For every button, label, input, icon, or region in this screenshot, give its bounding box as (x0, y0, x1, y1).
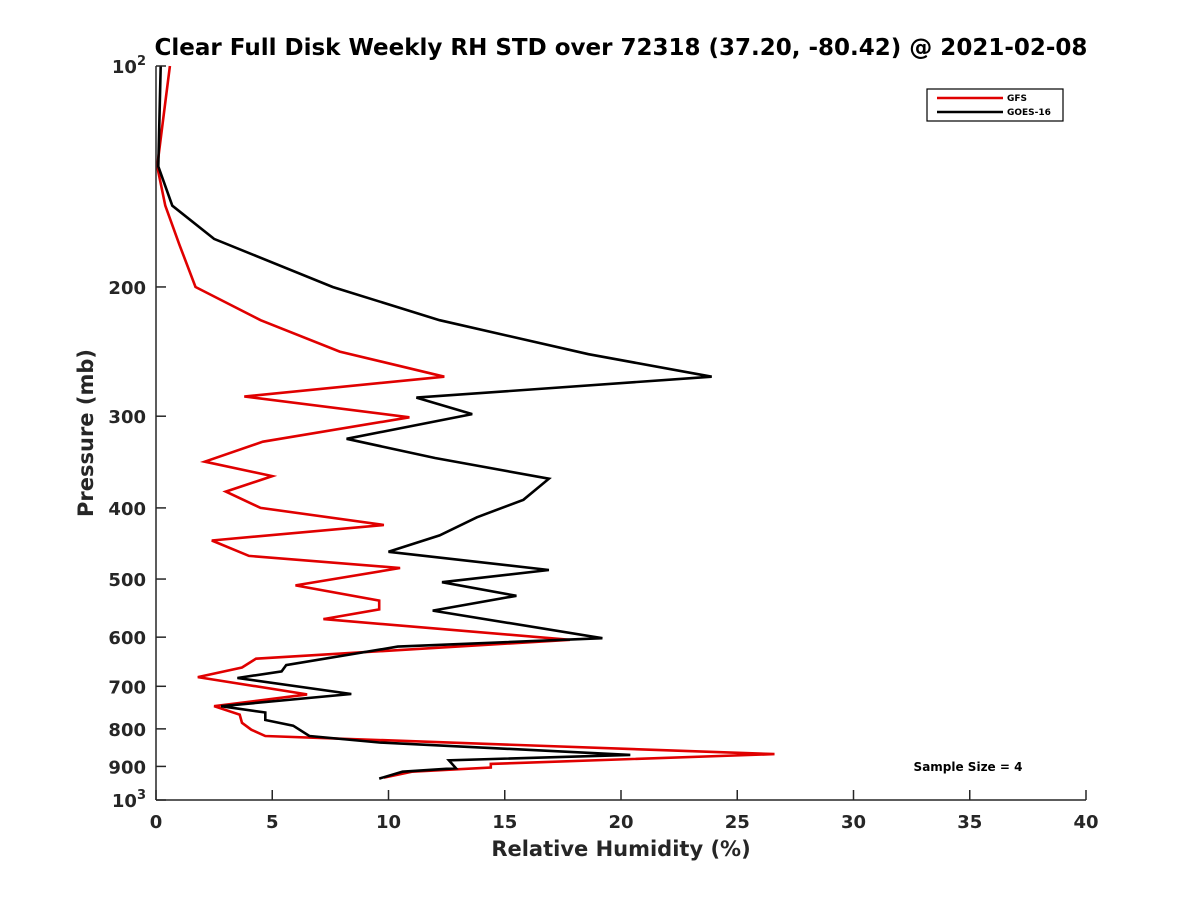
y-tick-label: 400 (108, 499, 146, 520)
x-tick-label: 20 (608, 812, 633, 833)
axes: 0 5 10 15 20 25 30 35 40 102 200 300 400 500 600 700 800… (108, 54, 1098, 833)
x-tick-label: 15 (492, 812, 517, 833)
legend-label: GOES-16 (1007, 108, 1051, 118)
y-tick-label: 700 (108, 677, 146, 698)
x-tick-label: 30 (841, 812, 866, 833)
y-tick-label: 102 (112, 54, 146, 78)
series-line-goes-16 (156, 65, 712, 780)
y-tick-label: 200 (108, 278, 146, 299)
x-axis-title: Relative Humidity (%) (491, 837, 750, 861)
plot-lines (155, 65, 775, 780)
y-tick-label: 800 (108, 720, 146, 741)
x-tick-label: 35 (957, 812, 982, 833)
legend-label: GFS (1007, 94, 1027, 104)
x-tick-label: 40 (1073, 812, 1098, 833)
y-tick-label: 600 (108, 628, 146, 649)
x-tick-label: 5 (266, 812, 279, 833)
y-axis-title: Pressure (mb) (74, 349, 98, 517)
y-tick-label: 103 (112, 788, 146, 812)
sample-size-annotation: Sample Size = 4 (914, 760, 1023, 774)
chart-title: Clear Full Disk Weekly RH STD over 72318… (155, 35, 1088, 61)
legend: GFS GOES-16 (926, 88, 1064, 122)
x-tick-label: 0 (150, 812, 163, 833)
y-tick-label: 300 (108, 407, 146, 428)
series-line-gfs (155, 65, 775, 779)
y-tick-label: 500 (108, 570, 146, 591)
x-tick-label: 25 (725, 812, 750, 833)
x-tick-label: 10 (376, 812, 401, 833)
legend-box (926, 88, 1064, 122)
y-tick-label: 900 (108, 757, 146, 778)
